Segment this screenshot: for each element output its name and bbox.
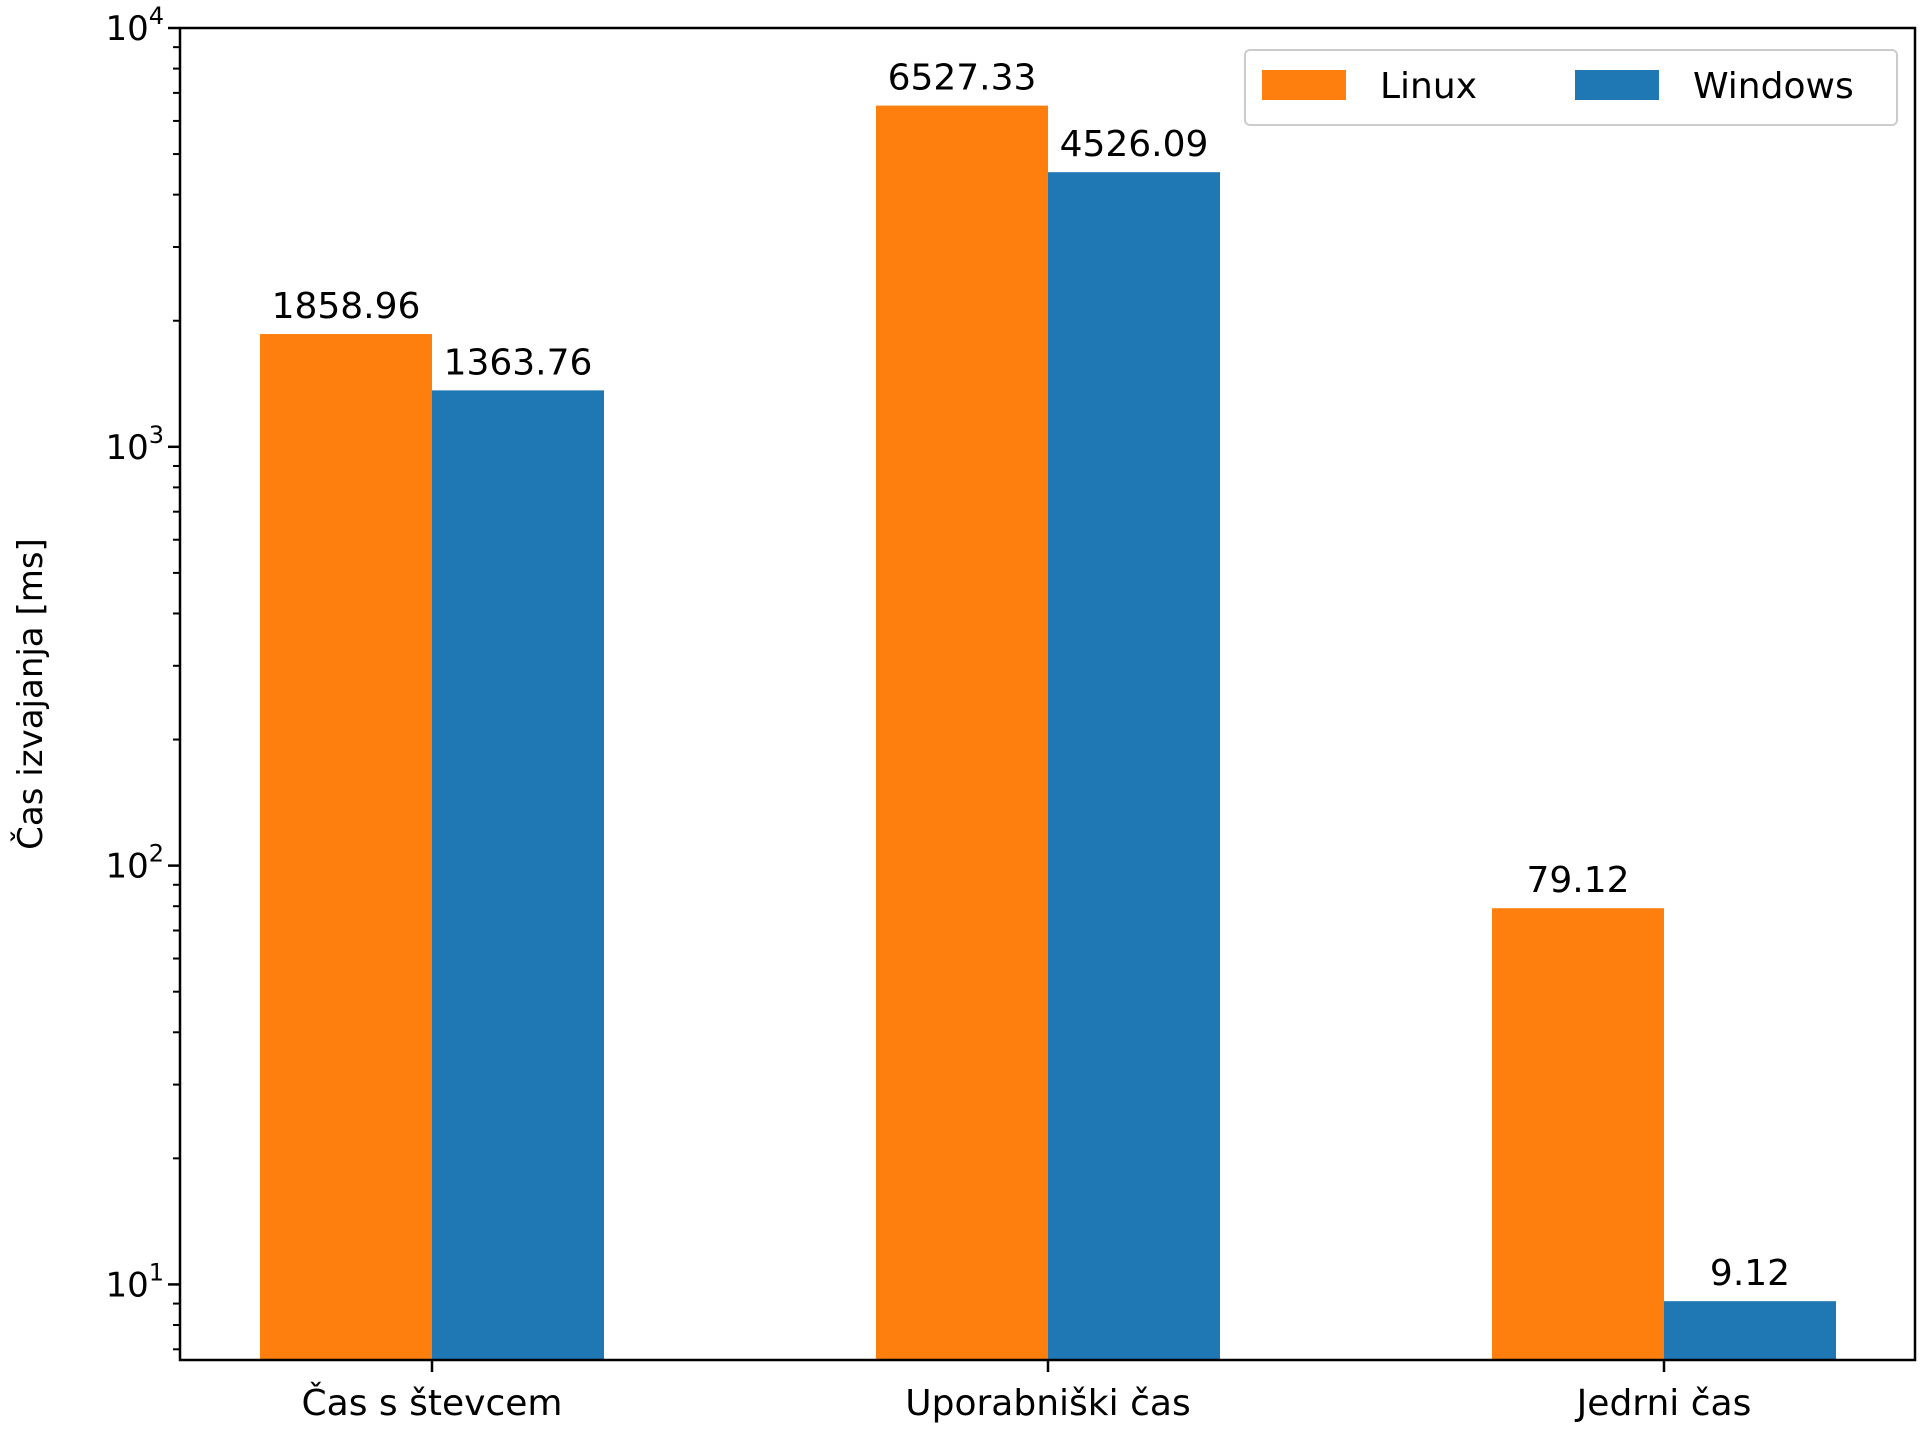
legend-label-windows: Windows	[1693, 66, 1854, 107]
bar-windows	[432, 390, 604, 1360]
x-tick-label: Jedrni čas	[1575, 1383, 1752, 1424]
legend-swatch-windows	[1575, 70, 1659, 100]
y-tick-exponent: 2	[149, 840, 164, 868]
y-tick-exponent: 1	[149, 1258, 164, 1286]
bar-value-label: 1363.76	[444, 342, 593, 383]
x-tick-label: Čas s števcem	[302, 1382, 563, 1424]
bar-value-labels: 1858.96 1363.76 6527.33 4526.09 79.12 9.12	[272, 58, 1791, 1295]
bars	[260, 105, 1836, 1361]
bar-value-label: 79.12	[1526, 860, 1629, 901]
y-tick-label: 103	[105, 421, 164, 468]
bar-value-label: 1858.96	[272, 286, 421, 327]
legend-label-linux: Linux	[1380, 66, 1477, 107]
y-tick-base: 10	[105, 847, 148, 887]
y-tick-label: 104	[105, 2, 164, 49]
y-tick-base: 10	[105, 1265, 148, 1305]
legend-box	[1244, 49, 1898, 126]
bar-linux	[260, 334, 432, 1361]
x-ticks: Čas s števcem Uporabniški čas Jedrni čas	[302, 1360, 1752, 1424]
y-tick-base: 10	[105, 9, 148, 49]
bar-windows	[1664, 1301, 1836, 1360]
plot-frame	[178, 26, 1917, 1362]
bar-linux	[1492, 908, 1664, 1360]
bar-value-label: 6527.33	[888, 58, 1037, 99]
bar-linux	[876, 105, 1048, 1360]
legend-swatch-linux	[1262, 70, 1346, 100]
bar-value-label: 9.12	[1710, 1253, 1790, 1294]
y-tick-base: 10	[105, 428, 148, 468]
bar-windows	[1048, 172, 1220, 1361]
x-tick-label: Uporabniški čas	[905, 1383, 1190, 1424]
y-tick-label: 102	[105, 840, 164, 887]
bar-value-label: 4526.09	[1060, 124, 1209, 165]
y-tick-exponent: 4	[149, 2, 164, 30]
y-axis-label: Čas izvajanja [ms]	[10, 538, 51, 850]
y-tick-exponent: 3	[149, 421, 164, 449]
legend: Linux Windows	[1244, 49, 1898, 126]
y-tick-label: 101	[105, 1258, 164, 1305]
